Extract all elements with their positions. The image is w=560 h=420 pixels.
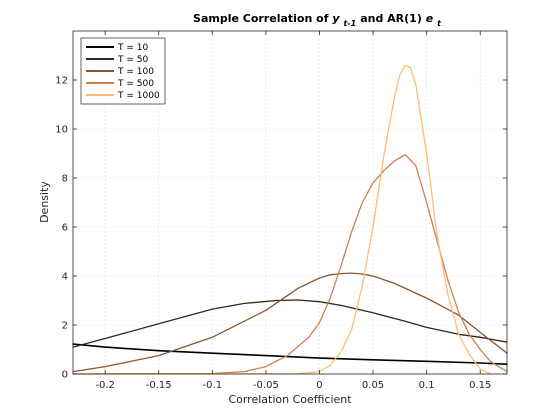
x-tick-label: -0.05: [253, 380, 279, 391]
y-tick-label: 6: [62, 223, 68, 234]
x-tick-label: 0: [316, 380, 322, 391]
x-tick-label: -0.15: [146, 380, 172, 391]
title-var1: y: [332, 12, 340, 25]
chart-title: Sample Correlation of y t-1 and AR(1) e …: [193, 9, 442, 30]
plot-frame: [72, 30, 508, 375]
title-var1-sub: t-1: [343, 19, 356, 28]
title-prefix: Sample Correlation of: [193, 12, 332, 25]
legend-entry: T = 10: [117, 43, 148, 53]
y-tick-label: 0: [62, 370, 68, 381]
x-tick-label: 0.15: [469, 380, 491, 391]
y-tick-label: 4: [62, 272, 68, 283]
x-tick-label: -0.2: [95, 380, 115, 391]
x-tick-label: 0.1: [419, 380, 435, 391]
y-axis-label: Density: [38, 181, 51, 223]
y-tick-label: 2: [62, 321, 68, 332]
series-line-t-100: [72, 272, 508, 373]
legend-entry: T = 100: [117, 67, 154, 77]
series-lines: [72, 64, 508, 375]
legend: T = 10 T = 50 T = 100 T = 500 T = 1000: [80, 37, 166, 105]
x-axis-label: Correlation Coefficient: [228, 393, 352, 406]
title-var2: e: [426, 12, 434, 25]
series-line-t-500: [72, 154, 508, 375]
x-tick-label: 0.05: [362, 380, 384, 391]
x-tick-label: -0.1: [203, 380, 223, 391]
y-tick-label: 12: [55, 76, 68, 87]
legend-entry: T = 500: [117, 79, 154, 89]
y-tick-label: 8: [62, 174, 68, 185]
series-line-t-1000: [72, 64, 492, 375]
legend-entry: T = 50: [117, 55, 148, 65]
x-axis-ticks: -0.2 -0.15 -0.1 -0.05 0 0.05 0.1 0.15: [95, 31, 491, 391]
series-line-t-10: [72, 343, 508, 365]
y-axis-ticks: 0 2 4 6 8 10 12: [55, 76, 507, 381]
title-middle: and AR(1): [360, 12, 425, 25]
y-tick-label: 10: [55, 125, 68, 136]
title-var2-sub: t: [437, 19, 442, 28]
series-line-t-50: [72, 299, 508, 348]
legend-entry: T = 1000: [117, 91, 160, 101]
